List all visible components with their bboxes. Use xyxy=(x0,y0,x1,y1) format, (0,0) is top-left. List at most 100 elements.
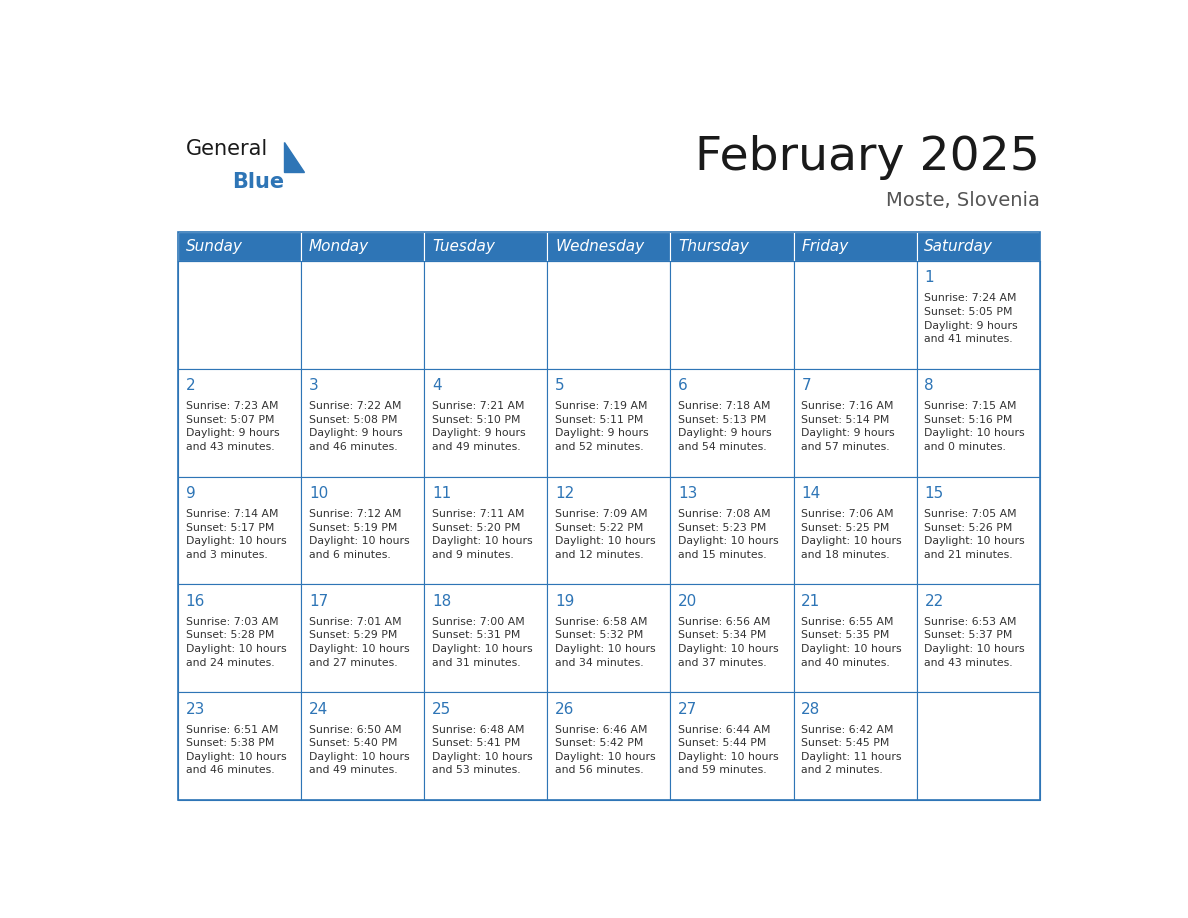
Bar xyxy=(670,369,794,476)
Bar xyxy=(178,261,301,369)
Text: 5: 5 xyxy=(555,378,564,393)
Text: Sunrise: 7:05 AM
Sunset: 5:26 PM
Daylight: 10 hours
and 21 minutes.: Sunrise: 7:05 AM Sunset: 5:26 PM Dayligh… xyxy=(924,509,1025,560)
Bar xyxy=(670,585,794,692)
Text: 3: 3 xyxy=(309,378,318,393)
Bar xyxy=(917,232,1040,261)
Bar xyxy=(670,261,794,369)
Text: Sunrise: 6:46 AM
Sunset: 5:42 PM
Daylight: 10 hours
and 56 minutes.: Sunrise: 6:46 AM Sunset: 5:42 PM Dayligh… xyxy=(555,724,656,776)
Text: Sunrise: 7:24 AM
Sunset: 5:05 PM
Daylight: 9 hours
and 41 minutes.: Sunrise: 7:24 AM Sunset: 5:05 PM Dayligh… xyxy=(924,294,1018,344)
Text: 15: 15 xyxy=(924,486,943,501)
Bar xyxy=(794,476,917,585)
Bar xyxy=(548,585,670,692)
Text: Sunday: Sunday xyxy=(185,239,242,254)
Bar xyxy=(424,232,548,261)
Text: 13: 13 xyxy=(678,486,697,501)
Text: Sunrise: 7:12 AM
Sunset: 5:19 PM
Daylight: 10 hours
and 6 minutes.: Sunrise: 7:12 AM Sunset: 5:19 PM Dayligh… xyxy=(309,509,410,560)
Bar xyxy=(178,232,301,261)
Bar xyxy=(178,232,1040,800)
Text: 22: 22 xyxy=(924,594,943,609)
Bar xyxy=(301,476,424,585)
Text: 19: 19 xyxy=(555,594,575,609)
Text: 6: 6 xyxy=(678,378,688,393)
Text: Sunrise: 7:18 AM
Sunset: 5:13 PM
Daylight: 9 hours
and 54 minutes.: Sunrise: 7:18 AM Sunset: 5:13 PM Dayligh… xyxy=(678,401,772,452)
Bar xyxy=(424,476,548,585)
Text: February 2025: February 2025 xyxy=(695,135,1040,180)
Text: Sunrise: 6:58 AM
Sunset: 5:32 PM
Daylight: 10 hours
and 34 minutes.: Sunrise: 6:58 AM Sunset: 5:32 PM Dayligh… xyxy=(555,617,656,667)
Bar xyxy=(917,476,1040,585)
Bar xyxy=(794,261,917,369)
Bar xyxy=(548,476,670,585)
Bar xyxy=(301,692,424,800)
Text: Sunrise: 6:42 AM
Sunset: 5:45 PM
Daylight: 11 hours
and 2 minutes.: Sunrise: 6:42 AM Sunset: 5:45 PM Dayligh… xyxy=(801,724,902,776)
Bar xyxy=(670,232,794,261)
Text: Sunrise: 7:08 AM
Sunset: 5:23 PM
Daylight: 10 hours
and 15 minutes.: Sunrise: 7:08 AM Sunset: 5:23 PM Dayligh… xyxy=(678,509,779,560)
Bar xyxy=(548,369,670,476)
Text: Sunrise: 7:22 AM
Sunset: 5:08 PM
Daylight: 9 hours
and 46 minutes.: Sunrise: 7:22 AM Sunset: 5:08 PM Dayligh… xyxy=(309,401,403,452)
Text: 17: 17 xyxy=(309,594,328,609)
Bar xyxy=(424,692,548,800)
Text: Sunrise: 7:14 AM
Sunset: 5:17 PM
Daylight: 10 hours
and 3 minutes.: Sunrise: 7:14 AM Sunset: 5:17 PM Dayligh… xyxy=(185,509,286,560)
Text: General: General xyxy=(185,140,268,160)
Text: 12: 12 xyxy=(555,486,574,501)
Text: Sunrise: 6:44 AM
Sunset: 5:44 PM
Daylight: 10 hours
and 59 minutes.: Sunrise: 6:44 AM Sunset: 5:44 PM Dayligh… xyxy=(678,724,779,776)
Polygon shape xyxy=(284,142,303,172)
Text: 8: 8 xyxy=(924,378,934,393)
Bar xyxy=(794,585,917,692)
Text: Sunrise: 7:06 AM
Sunset: 5:25 PM
Daylight: 10 hours
and 18 minutes.: Sunrise: 7:06 AM Sunset: 5:25 PM Dayligh… xyxy=(801,509,902,560)
Text: Sunrise: 6:53 AM
Sunset: 5:37 PM
Daylight: 10 hours
and 43 minutes.: Sunrise: 6:53 AM Sunset: 5:37 PM Dayligh… xyxy=(924,617,1025,667)
Text: 4: 4 xyxy=(432,378,442,393)
Text: 14: 14 xyxy=(801,486,821,501)
Text: Sunrise: 7:00 AM
Sunset: 5:31 PM
Daylight: 10 hours
and 31 minutes.: Sunrise: 7:00 AM Sunset: 5:31 PM Dayligh… xyxy=(432,617,532,667)
Text: 21: 21 xyxy=(801,594,821,609)
Text: 25: 25 xyxy=(432,701,451,717)
Text: Sunrise: 7:15 AM
Sunset: 5:16 PM
Daylight: 10 hours
and 0 minutes.: Sunrise: 7:15 AM Sunset: 5:16 PM Dayligh… xyxy=(924,401,1025,452)
Bar xyxy=(178,369,301,476)
Bar xyxy=(917,261,1040,369)
Text: 1: 1 xyxy=(924,270,934,285)
Text: Sunrise: 6:50 AM
Sunset: 5:40 PM
Daylight: 10 hours
and 49 minutes.: Sunrise: 6:50 AM Sunset: 5:40 PM Dayligh… xyxy=(309,724,410,776)
Text: Wednesday: Wednesday xyxy=(555,239,644,254)
Bar xyxy=(917,692,1040,800)
Text: Tuesday: Tuesday xyxy=(432,239,495,254)
Text: Sunrise: 7:03 AM
Sunset: 5:28 PM
Daylight: 10 hours
and 24 minutes.: Sunrise: 7:03 AM Sunset: 5:28 PM Dayligh… xyxy=(185,617,286,667)
Bar xyxy=(548,692,670,800)
Text: Saturday: Saturday xyxy=(924,239,993,254)
Text: Sunrise: 6:55 AM
Sunset: 5:35 PM
Daylight: 10 hours
and 40 minutes.: Sunrise: 6:55 AM Sunset: 5:35 PM Dayligh… xyxy=(801,617,902,667)
Text: 9: 9 xyxy=(185,486,196,501)
Text: 28: 28 xyxy=(801,701,821,717)
Bar xyxy=(794,369,917,476)
Text: Sunrise: 7:23 AM
Sunset: 5:07 PM
Daylight: 9 hours
and 43 minutes.: Sunrise: 7:23 AM Sunset: 5:07 PM Dayligh… xyxy=(185,401,279,452)
Bar xyxy=(178,692,301,800)
Bar xyxy=(424,585,548,692)
Text: Sunrise: 7:19 AM
Sunset: 5:11 PM
Daylight: 9 hours
and 52 minutes.: Sunrise: 7:19 AM Sunset: 5:11 PM Dayligh… xyxy=(555,401,649,452)
Bar xyxy=(178,585,301,692)
Text: Sunrise: 7:16 AM
Sunset: 5:14 PM
Daylight: 9 hours
and 57 minutes.: Sunrise: 7:16 AM Sunset: 5:14 PM Dayligh… xyxy=(801,401,895,452)
Text: 27: 27 xyxy=(678,701,697,717)
Text: Sunrise: 7:21 AM
Sunset: 5:10 PM
Daylight: 9 hours
and 49 minutes.: Sunrise: 7:21 AM Sunset: 5:10 PM Dayligh… xyxy=(432,401,525,452)
Text: Sunrise: 6:48 AM
Sunset: 5:41 PM
Daylight: 10 hours
and 53 minutes.: Sunrise: 6:48 AM Sunset: 5:41 PM Dayligh… xyxy=(432,724,532,776)
Bar xyxy=(670,692,794,800)
Bar xyxy=(301,261,424,369)
Text: Sunrise: 6:56 AM
Sunset: 5:34 PM
Daylight: 10 hours
and 37 minutes.: Sunrise: 6:56 AM Sunset: 5:34 PM Dayligh… xyxy=(678,617,779,667)
Text: Blue: Blue xyxy=(232,172,284,192)
Text: Moste, Slovenia: Moste, Slovenia xyxy=(886,191,1040,210)
Bar xyxy=(424,369,548,476)
Text: Sunrise: 6:51 AM
Sunset: 5:38 PM
Daylight: 10 hours
and 46 minutes.: Sunrise: 6:51 AM Sunset: 5:38 PM Dayligh… xyxy=(185,724,286,776)
Bar xyxy=(301,232,424,261)
Text: Thursday: Thursday xyxy=(678,239,748,254)
Text: 20: 20 xyxy=(678,594,697,609)
Text: 2: 2 xyxy=(185,378,195,393)
Bar xyxy=(917,369,1040,476)
Bar xyxy=(301,585,424,692)
Text: Sunrise: 7:11 AM
Sunset: 5:20 PM
Daylight: 10 hours
and 9 minutes.: Sunrise: 7:11 AM Sunset: 5:20 PM Dayligh… xyxy=(432,509,532,560)
Text: 10: 10 xyxy=(309,486,328,501)
Text: 18: 18 xyxy=(432,594,451,609)
Bar xyxy=(794,232,917,261)
Text: 26: 26 xyxy=(555,701,575,717)
Text: Friday: Friday xyxy=(801,239,848,254)
Text: 23: 23 xyxy=(185,701,206,717)
Text: 7: 7 xyxy=(801,378,811,393)
Bar xyxy=(424,261,548,369)
Bar xyxy=(794,692,917,800)
Text: 24: 24 xyxy=(309,701,328,717)
